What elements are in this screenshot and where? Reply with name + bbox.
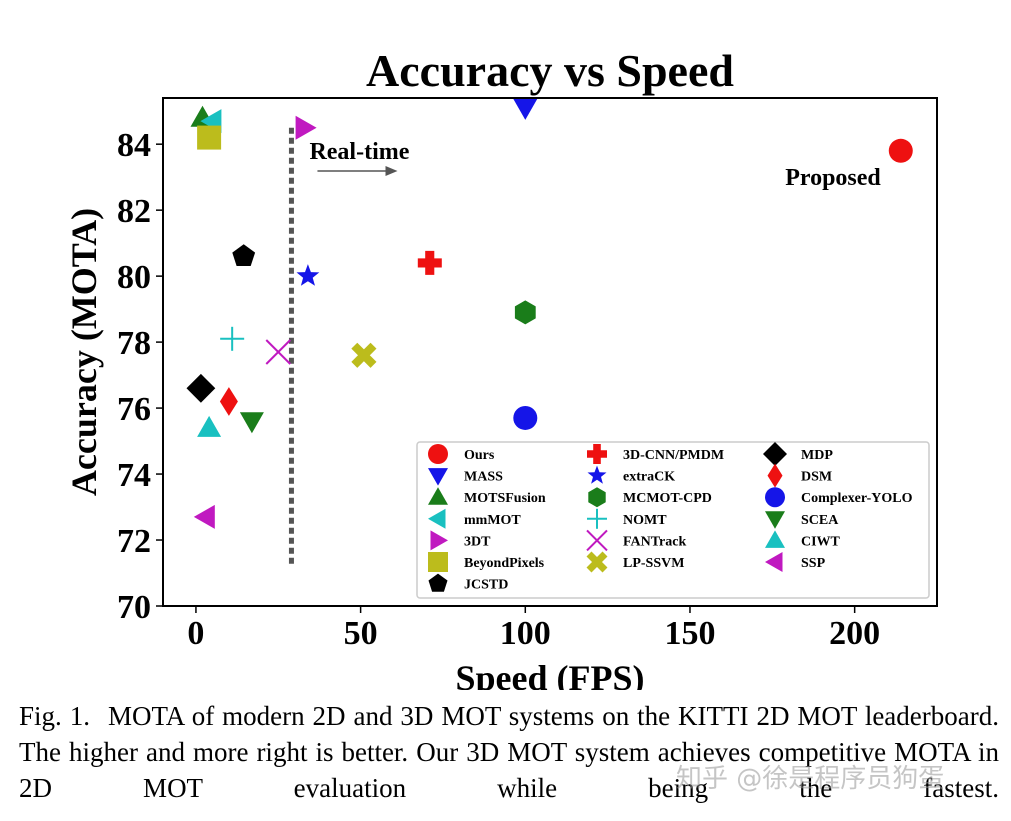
y-tick-label: 72 bbox=[117, 523, 151, 560]
accuracy-vs-speed-chart: Accuracy vs Speed 70 72 74 76 78 80 82 84 0 50 100… bbox=[64, 45, 938, 690]
point-fantrack bbox=[265, 339, 291, 365]
legend-marker-dsm bbox=[767, 463, 783, 488]
legend-label-scea: SCEA bbox=[801, 513, 839, 528]
legend-box bbox=[416, 441, 930, 599]
legend-label-complexer-yolo: Complexer-YOLO bbox=[801, 491, 913, 506]
x-tick-label: 200 bbox=[829, 615, 880, 652]
legend-label-mmmot: mmMOT bbox=[464, 513, 521, 528]
x-axis-label: Speed (FPS) bbox=[456, 658, 645, 690]
legend-marker-mmmot bbox=[428, 508, 446, 529]
point-beyondpixels bbox=[197, 125, 222, 150]
point-complexer-yolo bbox=[513, 405, 538, 430]
legend-label-ciwt: CIWT bbox=[801, 534, 841, 549]
legend-label-ssp: SSP bbox=[801, 556, 826, 571]
proposed-annotation: Proposed bbox=[785, 165, 881, 191]
point-nomt bbox=[220, 326, 245, 351]
legend-marker-beyondpixels bbox=[428, 552, 448, 572]
point-jcstd bbox=[232, 244, 256, 266]
legend-marker-ciwt bbox=[765, 530, 785, 548]
legend-marker-mcmot-cpd bbox=[588, 487, 606, 508]
figure-label: Fig. 1. bbox=[19, 701, 90, 731]
x-tick-label: 150 bbox=[664, 615, 715, 652]
point-mcmot-cpd bbox=[514, 300, 536, 325]
legend-label-3dt: 3DT bbox=[464, 534, 491, 549]
legend-marker-3d-cnn-pmdm bbox=[587, 444, 607, 464]
legend-marker-mdp bbox=[763, 442, 787, 466]
point-scea bbox=[239, 412, 264, 434]
legend-marker-lp-ssvm bbox=[586, 551, 608, 573]
y-tick-label: 74 bbox=[117, 457, 151, 494]
y-axis-label: Accuracy (MOTA) bbox=[64, 208, 104, 496]
y-tick-label: 82 bbox=[117, 193, 151, 230]
chart-title: Accuracy vs Speed bbox=[366, 45, 734, 96]
legend-marker-3dt bbox=[430, 530, 448, 551]
realtime-arrowhead bbox=[385, 166, 398, 176]
legend-label-3d-cnn-pmdm: 3D-CNN/PMDM bbox=[623, 448, 724, 463]
point-ours bbox=[888, 138, 913, 163]
x-tick-label: 50 bbox=[344, 615, 378, 652]
caption-text: MOTA of modern 2D and 3D MOT systems on … bbox=[19, 701, 999, 803]
point-3d-cnn-pmdm bbox=[417, 250, 442, 275]
y-tick-label: 78 bbox=[117, 325, 151, 362]
figure-caption: Fig. 1. MOTA of modern 2D and 3D MOT syst… bbox=[19, 698, 999, 806]
point-mass bbox=[513, 98, 538, 120]
realtime-annotation: Real-time bbox=[309, 139, 409, 165]
legend-label-motsfusion: MOTSFusion bbox=[464, 491, 546, 506]
legend-marker-extrack bbox=[587, 465, 607, 484]
legend-label-beyondpixels: BeyondPixels bbox=[464, 556, 545, 571]
legend-label-mass: MASS bbox=[464, 470, 503, 485]
plot-frame bbox=[162, 97, 938, 607]
point-dsm bbox=[219, 387, 238, 416]
point-3dt bbox=[295, 115, 317, 140]
legend-label-nomt: NOMT bbox=[623, 513, 667, 528]
legend-marker-motsfusion bbox=[428, 487, 448, 505]
point-mdp bbox=[186, 373, 216, 403]
y-tick-label: 80 bbox=[117, 259, 151, 296]
point-ciwt bbox=[197, 415, 222, 437]
x-tick-label: 0 bbox=[187, 615, 204, 652]
legend-marker-ours bbox=[428, 444, 448, 464]
legend-marker-complexer-yolo bbox=[765, 487, 785, 508]
legend-label-dsm: DSM bbox=[801, 470, 832, 485]
legend-label-mdp: MDP bbox=[801, 448, 833, 463]
legend-marker-ssp bbox=[765, 552, 783, 572]
x-tick-label: 100 bbox=[500, 615, 551, 652]
watermark: 知乎 @徐是程序员狗蛋 bbox=[676, 764, 945, 794]
legend-label-lp-ssvm: LP-SSVM bbox=[623, 556, 684, 571]
legend-label-extrack: extraCK bbox=[623, 470, 675, 485]
legend-marker-mass bbox=[428, 468, 448, 486]
y-tick-label: 84 bbox=[117, 127, 151, 164]
legend-label-fantrack: FANTrack bbox=[623, 534, 686, 549]
y-tick-label: 70 bbox=[117, 589, 151, 626]
legend-marker-nomt bbox=[587, 508, 607, 529]
point-ssp bbox=[193, 504, 215, 529]
legend-marker-jcstd bbox=[428, 573, 448, 592]
legend-label-ours: Ours bbox=[464, 448, 495, 463]
point-lp-ssvm bbox=[351, 342, 377, 368]
legend-label-mcmot-cpd: MCMOT-CPD bbox=[623, 491, 712, 506]
legend-marker-scea bbox=[765, 511, 785, 529]
y-tick-label: 76 bbox=[117, 391, 151, 428]
legend-marker-fantrack bbox=[586, 529, 608, 552]
legend-label-jcstd: JCSTD bbox=[464, 578, 508, 593]
point-extrack bbox=[296, 264, 320, 286]
